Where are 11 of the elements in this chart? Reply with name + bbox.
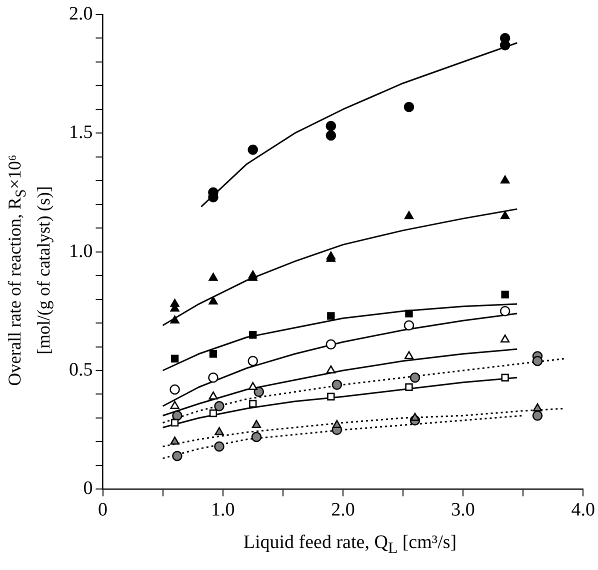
x-tick-label: 0 [98, 500, 108, 521]
y-tick-label: 1.0 [69, 240, 93, 262]
y-tick-label: 0 [83, 478, 93, 500]
x-tick-label: 2.0 [331, 500, 355, 521]
y-tick-label: 2.0 [69, 3, 93, 24]
x-tick-label: 1.0 [210, 500, 235, 521]
y-tick-label: 0.5 [69, 359, 93, 380]
x-tick-label: 4.0 [571, 500, 595, 521]
x-tick-label: 3.0 [451, 500, 475, 521]
y-tick-label: 1.5 [69, 122, 93, 144]
x-axis-title: Liquid feed rate, Q$_{L}$ [cm³/s] [242, 532, 458, 558]
